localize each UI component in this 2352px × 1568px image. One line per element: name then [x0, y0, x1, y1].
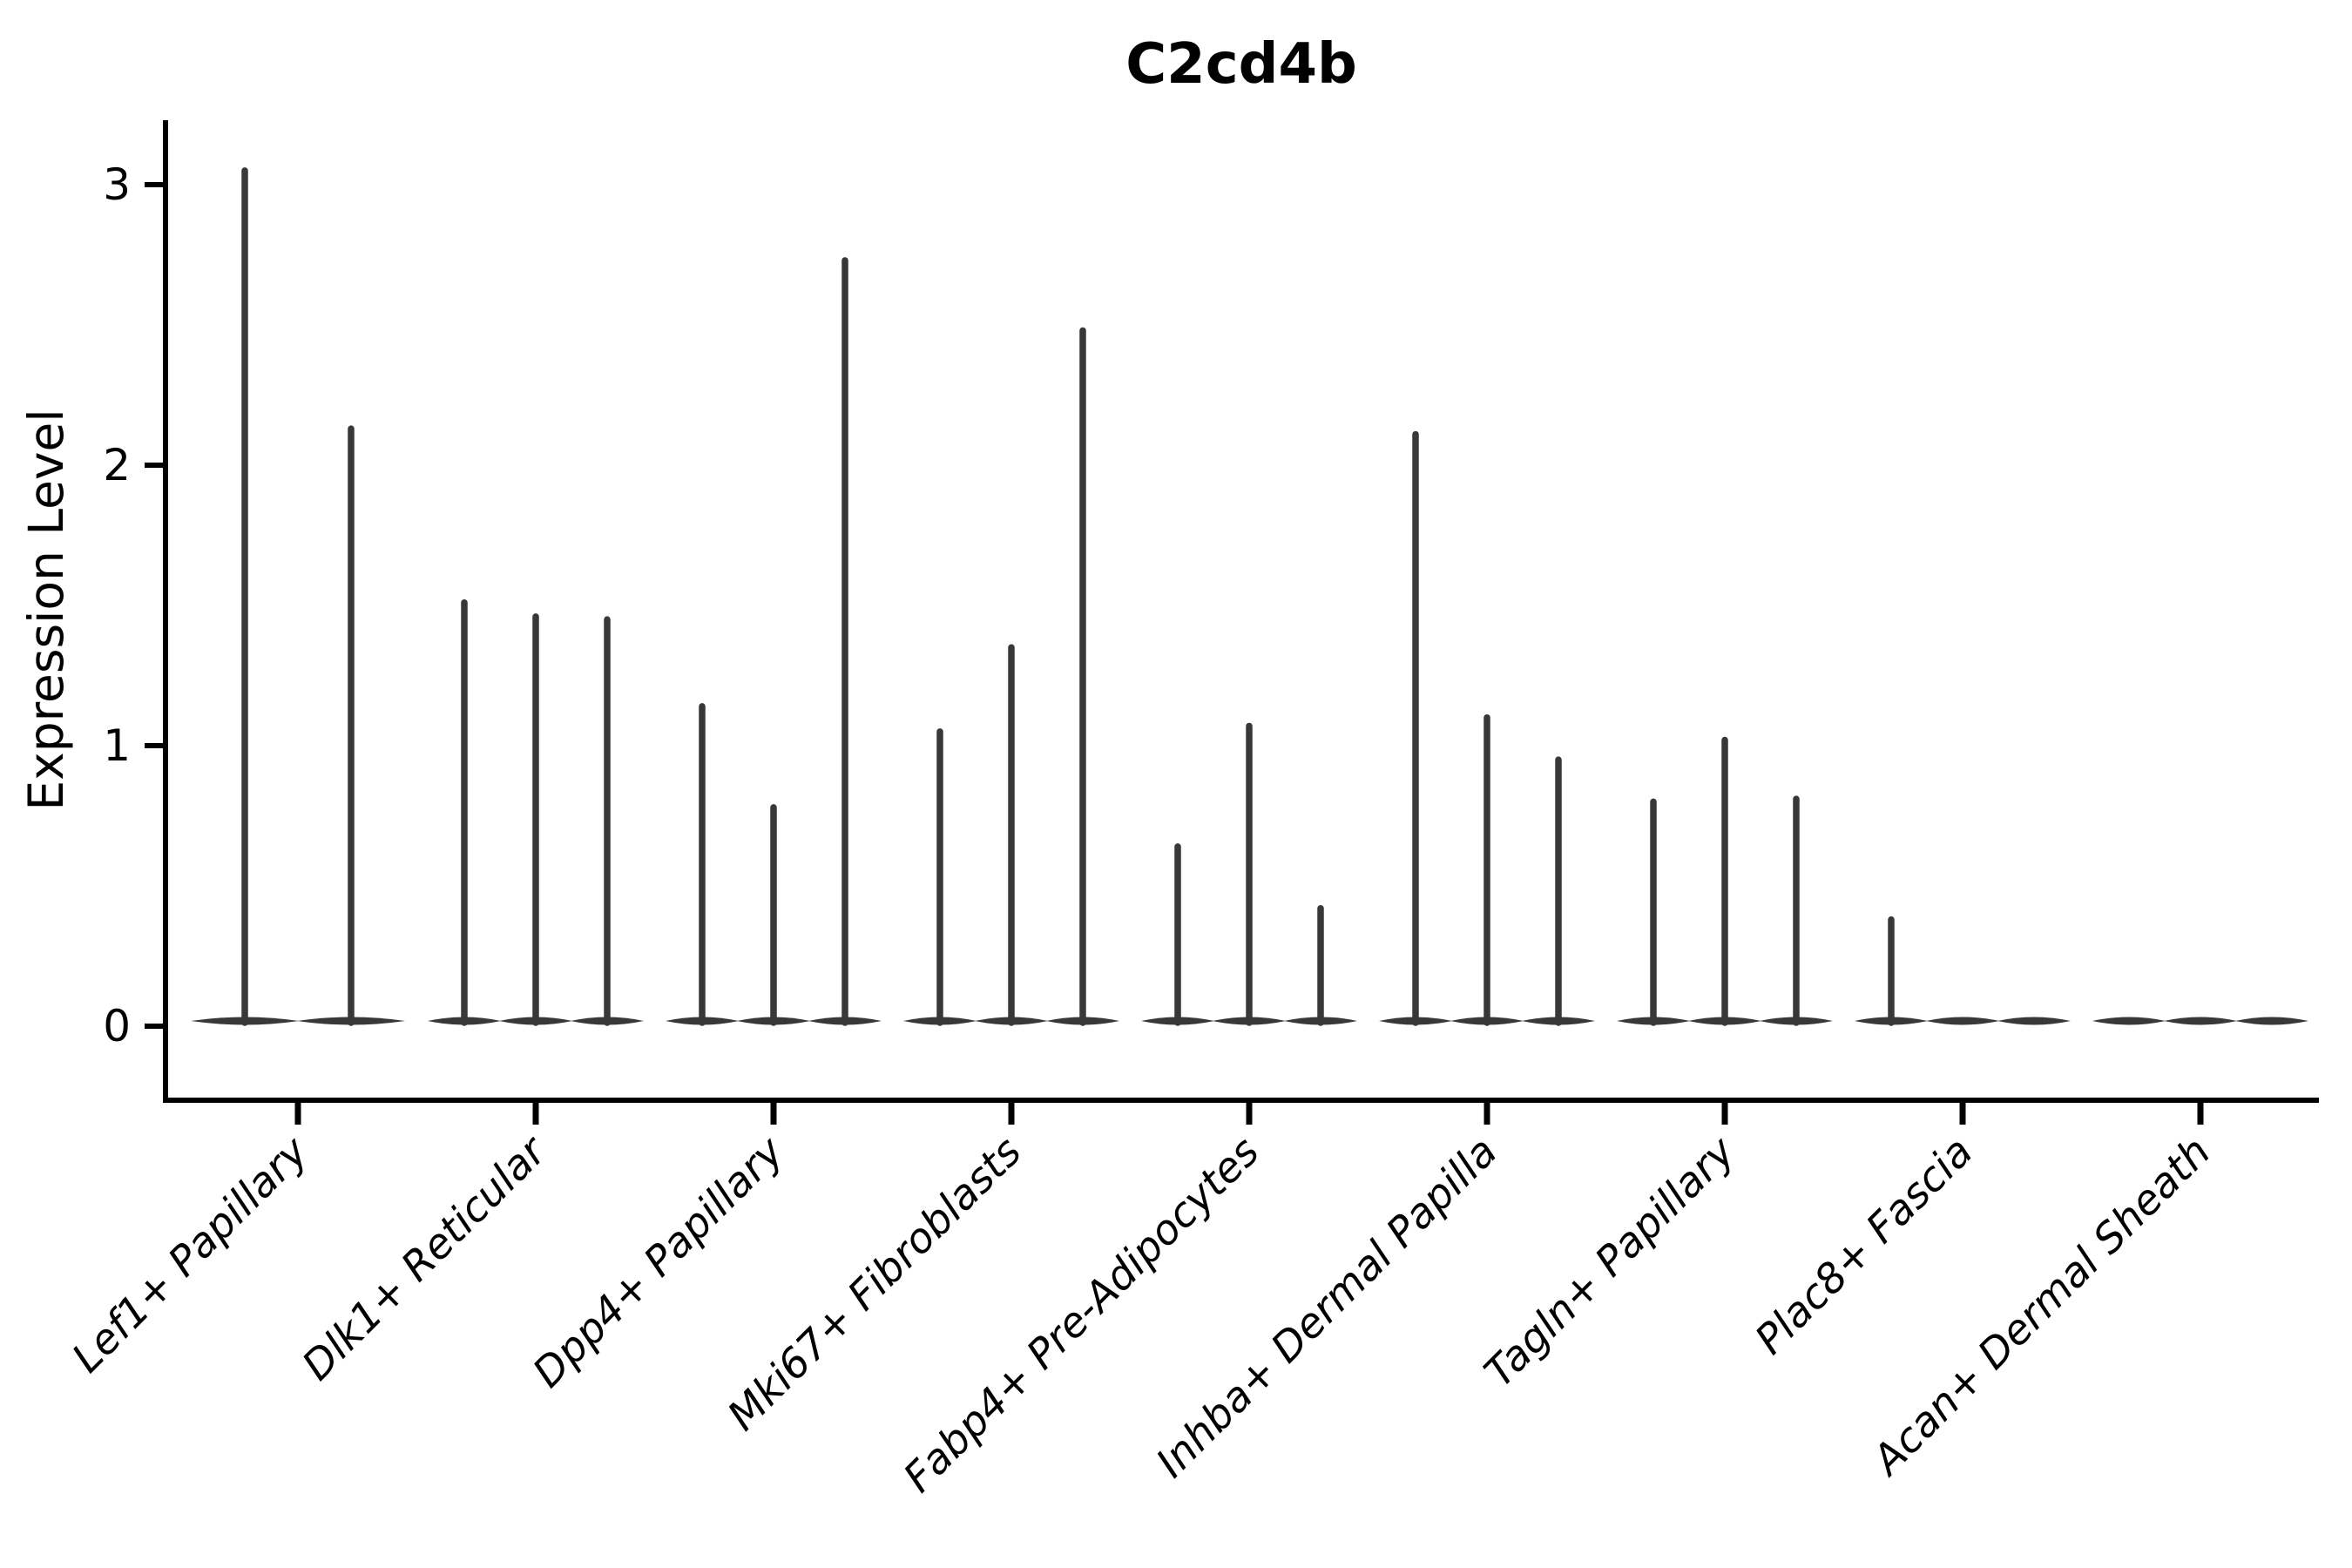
- chart-title: C2cd4b: [1125, 32, 1357, 97]
- violin: [737, 804, 810, 1026]
- x-axis-label: Lef1+ Papillary: [63, 1127, 318, 1382]
- violin: [975, 644, 1048, 1026]
- y-axis-label: Expression Level: [18, 409, 74, 810]
- axis-spines: [163, 120, 2319, 1103]
- x-axis-label: Plac8+ Fascia: [1746, 1128, 1982, 1364]
- violin: [1046, 327, 1119, 1026]
- violin: [1141, 843, 1214, 1026]
- y-tick-label: 0: [103, 1001, 131, 1051]
- violin: [1450, 714, 1524, 1026]
- x-axis-label: Tagln+ Papillary: [1476, 1127, 1746, 1397]
- violin-base: [1926, 1017, 1999, 1025]
- x-axis-ticks: [294, 1103, 2204, 1125]
- violins: [191, 167, 2308, 1026]
- violin: [297, 425, 405, 1026]
- violin: [1855, 916, 1928, 1026]
- violin-base: [2235, 1017, 2308, 1025]
- y-tick-label: 1: [103, 720, 131, 771]
- violin: [428, 599, 501, 1026]
- x-axis-label: Dpp4+ Papillary: [524, 1127, 794, 1397]
- violin: [1997, 1017, 2071, 1025]
- y-tick-label: 3: [103, 159, 131, 210]
- violin-base: [2164, 1017, 2237, 1025]
- violin: [1617, 798, 1690, 1026]
- violin: [1213, 722, 1286, 1026]
- violin-base: [2092, 1017, 2166, 1025]
- violin: [1379, 430, 1452, 1026]
- violin: [1926, 1017, 1999, 1025]
- violin: [499, 613, 572, 1026]
- violin: [571, 616, 644, 1026]
- y-axis-ticks: 0 1 2 3: [103, 159, 164, 1051]
- violin: [2164, 1017, 2237, 1025]
- violin: [808, 257, 882, 1026]
- violin: [1688, 736, 1761, 1026]
- y-tick-label: 2: [103, 440, 131, 490]
- x-axis-label: Dlk1+ Reticular: [294, 1126, 558, 1390]
- violin: [191, 167, 299, 1026]
- violin: [2235, 1017, 2308, 1025]
- violin: [1760, 795, 1833, 1026]
- violin: [1284, 905, 1357, 1026]
- violin: [666, 703, 739, 1026]
- violin: [1522, 756, 1595, 1026]
- violin-base: [1997, 1017, 2071, 1025]
- violin: [903, 728, 977, 1026]
- violin: [2092, 1017, 2166, 1025]
